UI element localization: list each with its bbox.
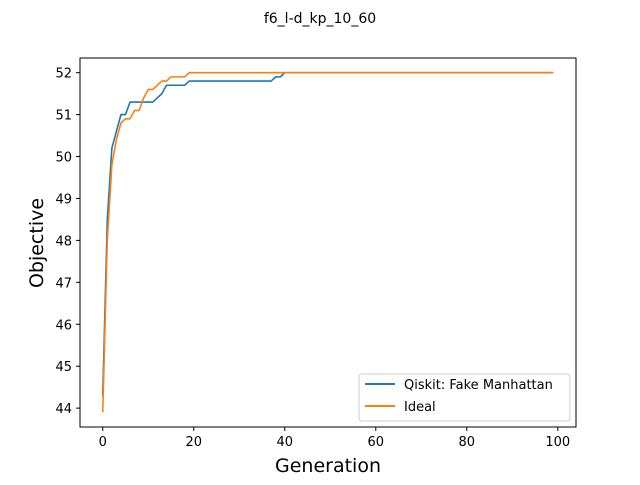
x-axis: 0 20 40 60 80 100 [99, 427, 570, 450]
y-tick-label: 46 [55, 318, 72, 333]
y-tick-label: 45 [55, 360, 72, 375]
y-tick-label: 44 [55, 402, 72, 417]
y-tick-label: 51 [55, 109, 72, 124]
x-tick-label: 80 [459, 435, 476, 450]
x-tick-label: 0 [99, 435, 107, 450]
series-line-qiskit-fake-manhattan [101, 71, 554, 396]
x-tick-label: 40 [276, 435, 293, 450]
legend-label-qiskit: Qiskit: Fake Manhattan [404, 378, 553, 393]
y-tick-label: 47 [55, 276, 72, 291]
y-tick-label: 52 [55, 67, 72, 82]
y-tick-label: 50 [55, 151, 72, 166]
x-axis-label: Generation [275, 455, 381, 477]
x-tick-label: 100 [545, 435, 570, 450]
legend-label-ideal: Ideal [404, 400, 436, 415]
legend-box [358, 373, 571, 422]
legend: Qiskit: Fake Manhattan Ideal [358, 373, 571, 422]
y-axis: 44 45 46 47 48 49 50 51 52 [55, 67, 80, 417]
y-tick-label: 48 [55, 234, 72, 249]
y-axis-label: Objective [26, 198, 48, 288]
chart-title: f6_l-d_kp_10_60 [264, 11, 376, 27]
x-tick-label: 20 [185, 435, 202, 450]
axes-frame [79, 57, 577, 428]
y-tick-label: 49 [55, 192, 72, 207]
series-line-ideal [101, 71, 554, 413]
plot-area [101, 71, 554, 413]
x-tick-label: 60 [368, 435, 385, 450]
